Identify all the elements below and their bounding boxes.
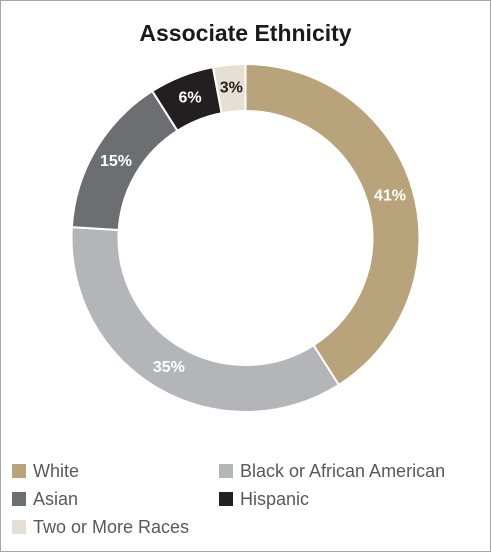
legend-label-hispanic: Hispanic — [240, 488, 310, 509]
slice-two-or-more-races — [211, 62, 247, 115]
legend-item-white: White — [12, 461, 79, 481]
data-label-hispanic: 6% — [179, 90, 202, 107]
legend-label-black-or-african-american: Black or African American — [240, 460, 446, 481]
data-label-white: 41% — [374, 188, 406, 205]
legend-label-white: White — [33, 460, 80, 481]
legend-item-black-or-african-american: Black or African American — [219, 461, 445, 481]
legend-item-hispanic: Hispanic — [219, 489, 309, 509]
data-label-black-or-african-american: 35% — [153, 359, 185, 376]
legend-swatch-hispanic — [219, 492, 233, 506]
legend-swatch-white — [12, 464, 26, 478]
legend-swatch-two-or-more-races — [12, 520, 26, 534]
slice-black-or-african-american — [70, 226, 341, 413]
data-label-two-or-more-races: 3% — [220, 80, 243, 97]
data-label-asian: 15% — [100, 153, 132, 170]
chart-title: Associate Ethnicity — [139, 20, 352, 46]
slice-white — [244, 62, 421, 387]
legend-label-asian: Asian — [33, 488, 79, 509]
legend-item-two-or-more-races: Two or More Races — [12, 517, 189, 537]
legend-item-asian: Asian — [12, 489, 78, 509]
legend-swatch-asian — [12, 492, 26, 506]
legend-label-two-or-more-races: Two or More Races — [33, 516, 190, 537]
donut-chart: 41% 35% 15% 6% 3% — [70, 62, 421, 413]
legend-swatch-black-or-african-american — [219, 464, 233, 478]
